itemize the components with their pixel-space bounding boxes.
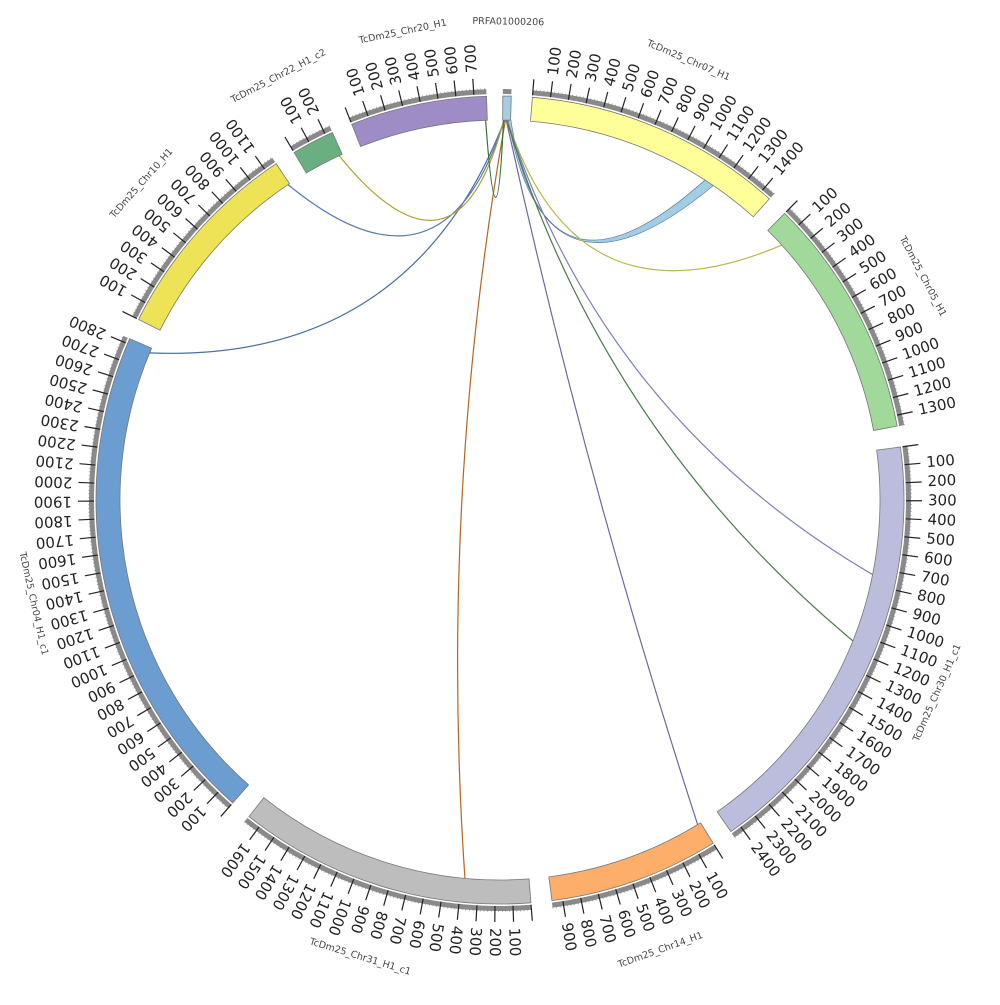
link-chr30 xyxy=(507,120,853,641)
link-chr31 xyxy=(458,120,506,878)
major-tick xyxy=(795,779,807,790)
tick-label-chr04-1600: 1600 xyxy=(37,550,77,573)
tick-label-chr04-2100: 2100 xyxy=(35,451,75,472)
tick-label-chr30-400: 400 xyxy=(927,510,956,529)
tick-label-chr31-300: 300 xyxy=(466,927,486,957)
segment-chr20 xyxy=(352,96,488,146)
segment-chr22 xyxy=(294,132,342,173)
tick-label-chr20-700: 700 xyxy=(461,44,481,74)
tick-label-chr31-200: 200 xyxy=(486,928,504,957)
ticks-layer xyxy=(78,79,922,922)
major-tick xyxy=(345,107,351,122)
major-tick xyxy=(78,482,94,483)
link-chr30 xyxy=(507,120,873,575)
tick-label-chr31-100: 100 xyxy=(505,927,524,956)
tick-label-chr20-600: 600 xyxy=(441,45,462,75)
tick-label-chr30-500: 500 xyxy=(925,529,955,550)
major-tick xyxy=(782,792,793,804)
tick-label-chr31-400: 400 xyxy=(445,925,466,955)
major-tick xyxy=(902,445,918,447)
segments-layer xyxy=(96,96,904,904)
link-ribbon-chr07 xyxy=(508,120,713,243)
major-tick xyxy=(198,205,209,216)
chromosome-label-contig: PRFA01000206 xyxy=(472,16,544,28)
major-tick xyxy=(78,519,94,520)
major-tick xyxy=(714,845,722,859)
tick-label-chr04-1700: 1700 xyxy=(35,531,75,552)
major-tick xyxy=(531,905,532,921)
chromosome-label-chr20: TcDm25_Chr20_H1 xyxy=(357,17,448,46)
major-tick xyxy=(212,192,223,204)
major-tick xyxy=(906,519,922,520)
tick-label-chr30-600: 600 xyxy=(923,548,954,570)
tick-label-chr30-200: 200 xyxy=(927,471,956,490)
tick-label-chr20-500: 500 xyxy=(421,47,443,78)
tick-label-chr04-1900: 1900 xyxy=(34,493,72,511)
major-tick xyxy=(285,137,293,151)
major-tick xyxy=(786,201,797,212)
segment-chr10 xyxy=(139,164,290,331)
tick-label-chr14-900: 900 xyxy=(558,921,580,952)
major-tick xyxy=(906,482,922,483)
links-layer xyxy=(150,120,873,878)
segment-contig xyxy=(503,96,512,120)
tick-label-chr04-2000: 2000 xyxy=(34,472,73,492)
link-chr10 xyxy=(288,120,504,236)
segment-chr05 xyxy=(768,213,897,430)
link-chr14 xyxy=(506,120,697,824)
labels-layer: PRFA010002061002003004005006007008009001… xyxy=(16,16,963,978)
tick-label-chr30-300: 300 xyxy=(928,491,957,509)
major-tick xyxy=(513,906,514,922)
tick-label-chr30-100: 100 xyxy=(926,451,956,471)
scale-band-contig xyxy=(503,89,512,94)
tick-label-chr04-1800: 1800 xyxy=(34,512,73,532)
tick-label-chr31-500: 500 xyxy=(425,922,447,953)
segment-chr07 xyxy=(530,97,769,216)
major-tick xyxy=(194,779,206,790)
major-tick xyxy=(207,792,218,804)
tick-label-chr07-100: 100 xyxy=(544,46,565,77)
